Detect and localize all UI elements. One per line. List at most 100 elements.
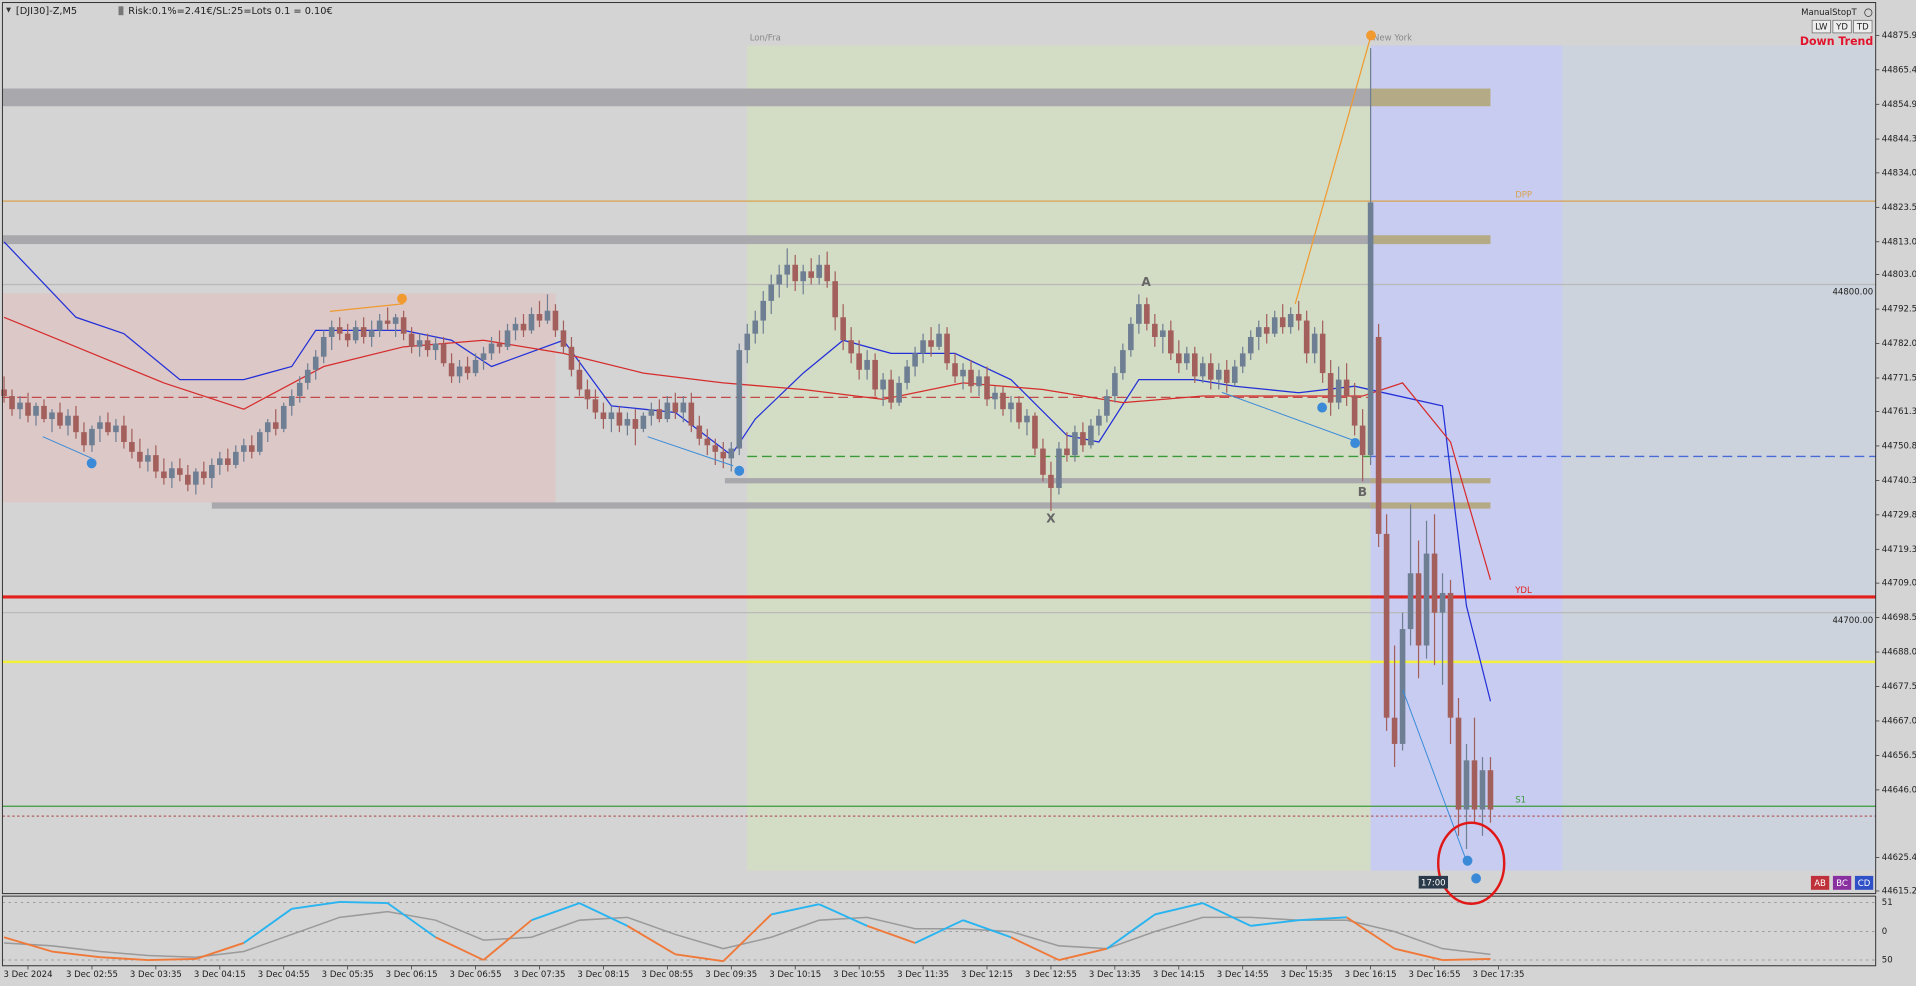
candle-body	[464, 366, 471, 374]
button[interactable]	[1811, 19, 1831, 34]
risk-marker	[118, 6, 124, 16]
oscillator-main	[482, 919, 533, 961]
x-tick-label: 3 Dec 16:15	[1345, 970, 1397, 980]
candle-body	[760, 300, 767, 321]
fractal	[1462, 855, 1473, 866]
candle-body	[1327, 373, 1334, 403]
candle-body	[1295, 313, 1302, 321]
indicator-icon[interactable]	[1864, 8, 1873, 17]
candle-body	[1279, 317, 1286, 328]
button[interactable]	[1810, 875, 1830, 890]
candle-body	[153, 455, 159, 472]
session-label: Lon/Fra	[750, 33, 781, 43]
candle-body	[344, 333, 351, 341]
candle-body	[504, 330, 511, 347]
candle-body	[872, 359, 878, 390]
candle-body	[169, 468, 175, 479]
candle-body	[1391, 717, 1398, 744]
button[interactable]	[1832, 875, 1852, 890]
y-tick-label: 44844.3	[1882, 134, 1916, 144]
candle-body	[1184, 353, 1190, 364]
candle-body	[1008, 402, 1014, 410]
level-price: 44800.00	[1833, 287, 1874, 297]
button-label: CD	[1858, 879, 1871, 889]
candle-body	[201, 471, 207, 479]
candle-body	[640, 415, 647, 429]
candle-body	[240, 445, 247, 452]
candle-body	[832, 281, 838, 318]
main-frame	[1, 2, 1877, 895]
candle-body	[544, 310, 551, 321]
oscillator-main	[722, 913, 772, 962]
button[interactable]	[1854, 875, 1874, 890]
fractal	[1317, 402, 1328, 413]
oscillator-main	[3, 936, 53, 953]
button-label: BC	[1836, 879, 1848, 889]
candle-body	[752, 320, 759, 334]
candle-body	[1455, 717, 1462, 810]
candle-body	[185, 474, 191, 485]
candle-body	[368, 330, 375, 337]
candle-body	[1263, 327, 1270, 334]
candle-body	[1335, 379, 1342, 403]
y-tick-label: 44834.0	[1882, 168, 1916, 178]
candle-body	[688, 402, 695, 426]
y-tick-label: 44677.5	[1882, 682, 1916, 692]
candle-body	[952, 363, 958, 377]
time-marker	[1418, 875, 1448, 889]
oscillator-main	[1346, 916, 1396, 950]
candle-body	[624, 419, 631, 426]
candle-body	[400, 317, 407, 334]
candle-body	[280, 405, 287, 429]
candle-body	[616, 412, 623, 426]
candle-body	[25, 402, 31, 416]
price-layer: 44875.9 44865.4 44854.9 44844.3 44834.0 44823…	[1, 31, 1916, 980]
candle-body	[552, 310, 559, 331]
y-tick-label: 44698.5	[1882, 613, 1916, 623]
candle-body	[864, 359, 870, 370]
candle-body	[736, 350, 743, 449]
oscillator-main	[866, 924, 916, 944]
y-tick-label: 44656.5	[1882, 751, 1916, 761]
candle-body	[1128, 323, 1134, 351]
drawings	[42, 35, 1506, 905]
candle-body	[1088, 425, 1094, 446]
candle-body	[792, 264, 799, 282]
candle-body	[1463, 760, 1470, 810]
button[interactable]	[1853, 19, 1873, 34]
candle-body	[1447, 592, 1454, 718]
candle-body	[217, 458, 223, 465]
button-label: LW	[1815, 23, 1828, 33]
candle-body	[712, 445, 719, 452]
oscillator-main	[818, 903, 868, 927]
candle-body	[161, 471, 167, 479]
menu-arrow[interactable]	[6, 7, 11, 13]
candle-body	[568, 346, 575, 370]
candle-body	[424, 340, 431, 351]
oscillator-main	[291, 901, 340, 910]
candle-body	[193, 471, 199, 485]
symbol-title: [DJI30]-Z,M5	[16, 6, 77, 17]
candle-body	[968, 369, 974, 387]
candle-body	[145, 455, 151, 462]
candle-body	[880, 379, 886, 390]
pattern-point: A	[1141, 274, 1151, 289]
candle-body	[137, 451, 143, 462]
candle-body	[984, 376, 990, 400]
pattern-point: B	[1358, 484, 1367, 499]
candle-body	[1207, 363, 1214, 380]
x-tick-label: 3 Dec 14:15	[1153, 970, 1205, 980]
candle-body	[1120, 350, 1126, 374]
candle-body	[1271, 317, 1278, 334]
x-tick-label: 3 Dec 12:55	[1025, 970, 1077, 980]
oscillator-main	[1442, 957, 1491, 962]
candle-body	[65, 415, 71, 426]
button[interactable]	[1832, 19, 1852, 34]
candle-body	[1223, 369, 1230, 383]
candle-body	[1136, 304, 1142, 324]
candle-body	[233, 451, 239, 465]
candle-body	[33, 405, 39, 416]
candle-body	[41, 405, 47, 420]
candle-body	[17, 402, 23, 410]
